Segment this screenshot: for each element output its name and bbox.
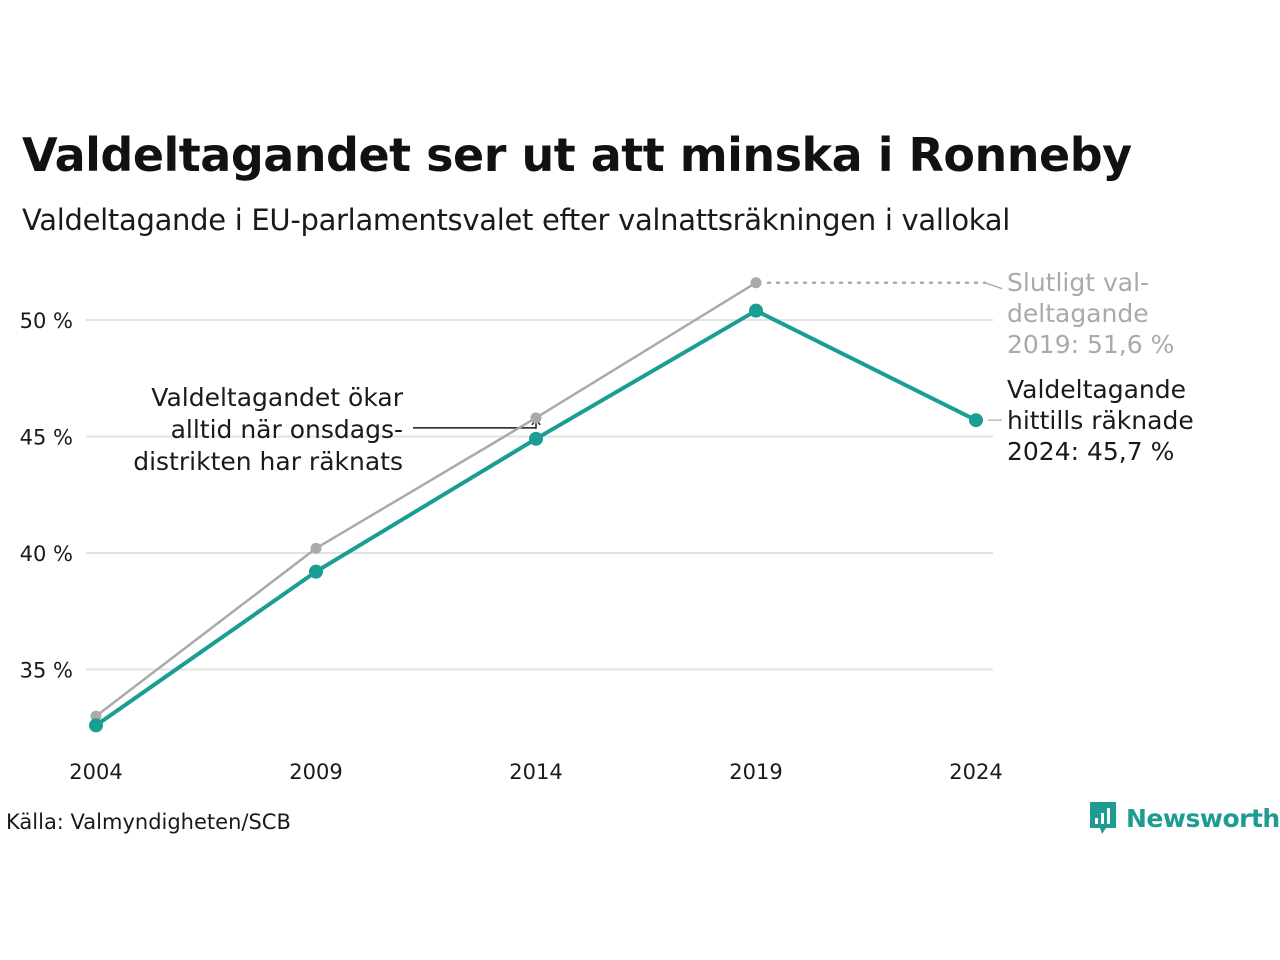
x-tick-label: 2019 xyxy=(729,760,782,784)
chart-title: Valdeltagandet ser ut att minska i Ronne… xyxy=(22,128,1132,182)
final-turnout-label-line: Slutligt val- xyxy=(1007,268,1149,297)
x-tick-label: 2009 xyxy=(289,760,342,784)
series-line-current xyxy=(94,308,978,728)
final-turnout-connector-tick xyxy=(984,282,1003,290)
y-axis-tick-labels: 35 % 40 % 45 % 50 % xyxy=(20,309,73,683)
current-point-2019 xyxy=(749,303,763,318)
source-note: Källa: Valmyndigheten/SCB xyxy=(6,810,291,834)
x-tick-label: 2024 xyxy=(949,760,1002,784)
gridlines xyxy=(86,319,993,671)
data-points xyxy=(89,277,983,733)
final-point-2004 xyxy=(90,710,102,722)
wednesday-note-label-line: alltid när onsdags- xyxy=(171,415,403,444)
y-tick-label: 40 % xyxy=(20,542,73,566)
current-point-2014 xyxy=(529,431,543,446)
final-point-2009 xyxy=(310,542,322,554)
y-tick-label: 45 % xyxy=(20,426,73,450)
current-turnout-label-line: hittills räknade xyxy=(1007,406,1194,435)
current-turnout-label-line: 2024: 45,7 % xyxy=(1007,437,1174,466)
y-tick-label: 50 % xyxy=(20,309,73,333)
newsworthy-brand[interactable]: Newsworthy xyxy=(1088,800,1280,836)
chart-subtitle: Valdeltagande i EU-parlamentsvalet efter… xyxy=(22,203,1010,237)
series-lines xyxy=(94,281,978,728)
y-tick-label: 35 % xyxy=(20,659,73,683)
newsworthy-logo-icon xyxy=(1090,802,1116,834)
x-tick-label: 2004 xyxy=(69,760,122,784)
current-point-2004 xyxy=(89,718,103,733)
current-point-2024 xyxy=(969,413,983,428)
current-turnout-label-line: Valdeltagande xyxy=(1007,375,1186,404)
series-line-final xyxy=(94,281,758,718)
final-turnout-label-line: deltagande xyxy=(1007,299,1149,328)
x-axis-tick-labels: 2004 2009 2014 2019 2024 xyxy=(69,760,1002,784)
x-tick-label: 2014 xyxy=(509,760,562,784)
final-point-2014 xyxy=(530,412,542,424)
brand-name: Newsworthy xyxy=(1126,803,1280,833)
final-turnout-label-line: 2019: 51,6 % xyxy=(1007,330,1174,359)
final-point-2019 xyxy=(750,277,762,289)
wednesday-note-label-line: Valdeltagandet ökar xyxy=(151,383,403,412)
annotation-connectors xyxy=(413,281,1003,429)
wednesday-note-label-line: distrikten har räknats xyxy=(133,447,403,476)
current-point-2009 xyxy=(309,564,323,579)
